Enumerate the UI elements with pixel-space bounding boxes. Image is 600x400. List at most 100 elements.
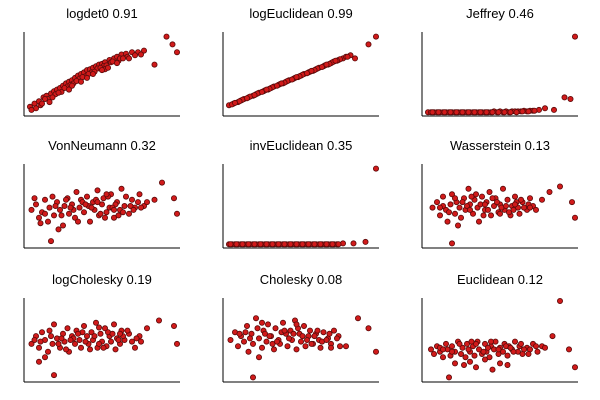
scatter-point	[572, 33, 579, 40]
scatter-point	[456, 204, 463, 211]
scatter-point	[457, 350, 464, 357]
scatter-point	[429, 109, 436, 116]
scatter-point	[115, 212, 122, 219]
scatter-point	[444, 218, 451, 225]
scatter-point	[445, 209, 452, 216]
scatter-point	[263, 241, 270, 248]
scatter-point	[69, 82, 76, 89]
scatter-point	[58, 335, 65, 342]
scatter-point	[108, 338, 115, 345]
panel-title: logdet0 0.91	[66, 6, 138, 21]
scatter-point	[507, 109, 514, 116]
scatter-point	[78, 344, 85, 351]
scatter-point	[234, 343, 241, 350]
scatter-point	[448, 343, 455, 350]
scatter-point	[51, 321, 58, 328]
scatter-point	[459, 199, 466, 206]
scatter-point	[78, 78, 85, 85]
scatter-point	[173, 340, 180, 347]
scatter-point	[46, 327, 53, 334]
scatter-point	[102, 214, 109, 221]
scatter-point	[140, 47, 147, 54]
scatter-point	[483, 109, 490, 116]
panel-title: Wasserstein 0.13	[450, 138, 550, 153]
panel-title: Euclidean 0.12	[457, 272, 543, 287]
scatter-point	[318, 64, 325, 71]
scatter-point	[82, 201, 89, 208]
scatter-point	[42, 196, 49, 203]
scatter-point	[51, 372, 58, 379]
scatter-point	[451, 195, 458, 202]
scatter-point	[120, 55, 127, 62]
scatter-point	[311, 333, 318, 340]
scatter-point	[466, 206, 473, 213]
scatter-point	[81, 209, 88, 216]
scatter-point	[72, 214, 79, 221]
scatter-point	[531, 107, 538, 114]
scatter-point	[441, 109, 448, 116]
scatter-point	[350, 240, 357, 247]
scatter-point	[495, 109, 502, 116]
scatter-point	[466, 358, 473, 365]
scatter-point	[462, 354, 469, 361]
scatter-point	[173, 49, 180, 56]
scatter-point	[245, 241, 252, 248]
scatter-point	[533, 343, 540, 350]
scatter-point	[249, 340, 256, 347]
panel-title: invEuclidean 0.35	[250, 138, 353, 153]
scatter-point	[88, 329, 95, 336]
scatter-point	[445, 374, 452, 381]
scatter-point	[281, 327, 288, 334]
scatter-point	[243, 322, 250, 329]
scatter-point	[243, 95, 250, 102]
scatter-point	[433, 199, 440, 206]
scatter-point	[460, 361, 467, 368]
scatter-point	[127, 202, 134, 209]
scatter-point	[308, 340, 315, 347]
scatter-point	[480, 348, 487, 355]
scatter-point	[103, 209, 110, 216]
scatter-point	[557, 297, 564, 304]
scatter-point	[372, 33, 379, 40]
scatter-point	[557, 183, 564, 190]
scatter-point	[66, 210, 73, 217]
scatter-point	[263, 338, 270, 345]
scatter-point	[46, 99, 53, 106]
scatter-point	[251, 241, 258, 248]
scatter-point	[527, 204, 534, 211]
scatter-point	[465, 185, 472, 192]
scatter-point	[439, 354, 446, 361]
scatter-point	[317, 241, 324, 248]
scatter-point	[131, 344, 138, 351]
panel-title: Jeffrey 0.46	[466, 6, 534, 21]
scatter-point	[134, 199, 141, 206]
scatter-point	[288, 76, 295, 83]
scatter-point	[487, 212, 494, 219]
scatter-point	[64, 325, 71, 332]
scatter-point	[510, 206, 517, 213]
scatter-point	[67, 204, 74, 211]
scatter-point	[255, 354, 262, 361]
scatter-point	[137, 51, 144, 58]
scatter-point	[76, 204, 83, 211]
scatter-point	[542, 105, 549, 112]
scatter-point	[333, 335, 340, 342]
scatter-point	[472, 364, 479, 371]
scatter-point	[57, 206, 64, 213]
scatter-point	[502, 202, 509, 209]
scatter-point	[569, 199, 576, 206]
scatter-point	[117, 330, 124, 337]
scatter-point	[49, 94, 56, 101]
scatter-point	[495, 346, 502, 353]
scatter-point	[478, 193, 485, 200]
scatter-point	[96, 340, 103, 347]
scatter-point	[510, 348, 517, 355]
scatter-point	[115, 336, 122, 343]
scatter-point	[233, 241, 240, 248]
scatter-point	[255, 335, 262, 342]
scatter-point	[254, 325, 261, 332]
scatter-point	[114, 60, 121, 67]
scatter-point	[493, 199, 500, 206]
